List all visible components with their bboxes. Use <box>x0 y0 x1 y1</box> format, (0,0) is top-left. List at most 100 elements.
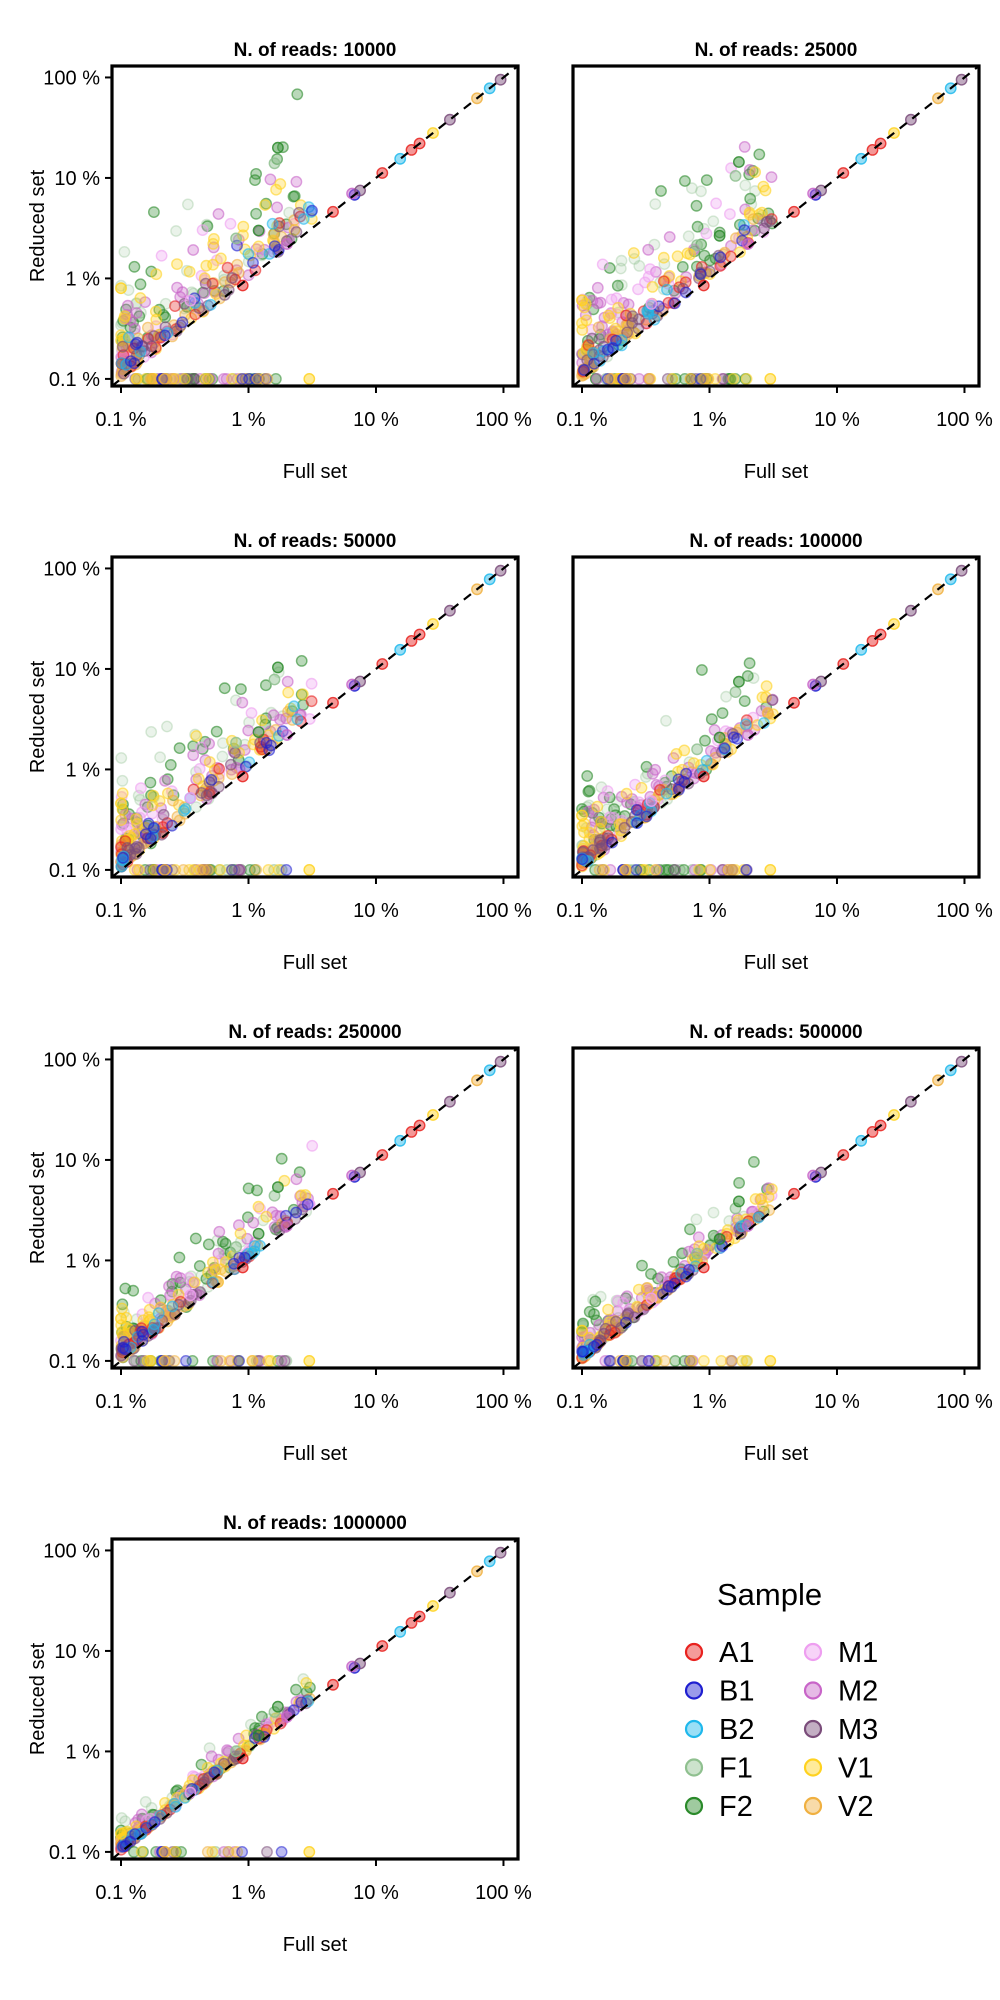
x-tick-label: 100 % <box>936 409 993 431</box>
point-V1 <box>760 680 773 692</box>
y-tick-label: 1 % <box>66 1250 101 1272</box>
point-B2 <box>177 804 190 817</box>
point-B1 <box>578 363 590 376</box>
point-B1 <box>603 1355 616 1367</box>
legend-label: V1 <box>838 1753 873 1785</box>
point-F1 <box>682 230 695 243</box>
point-F1 <box>181 198 194 211</box>
point-F2 <box>271 661 284 674</box>
point-V1 <box>188 864 201 876</box>
point-V1 <box>115 797 127 810</box>
point-B1 <box>247 256 259 269</box>
panel-1: N. of reads: 10000 0.1 % 0.1 % 1 % 1 % 10 % 10… <box>27 40 532 483</box>
legend-item-M2: M2 <box>803 1676 878 1708</box>
legend-item-V2: V2 <box>803 1791 873 1823</box>
point-M3 <box>618 821 631 834</box>
point-B2 <box>266 217 279 230</box>
point-M2 <box>290 1173 303 1186</box>
point-B1 <box>738 224 751 237</box>
point-V2 <box>250 864 263 876</box>
point-F2 <box>589 1295 602 1308</box>
panel-4: N. of reads: 100000 0.1 % 1 % 10 % 100 % Full… <box>556 531 993 974</box>
legend-item-V1: V1 <box>803 1753 873 1785</box>
point-M3 <box>229 747 241 759</box>
point-F2 <box>293 1166 306 1179</box>
point-V1 <box>627 247 640 259</box>
point-V2 <box>763 1204 775 1217</box>
x-axis-label: Full set <box>283 1443 348 1465</box>
point-F2 <box>271 1700 284 1713</box>
point-M1 <box>632 283 644 296</box>
point-M1 <box>184 1289 197 1302</box>
point-F1 <box>690 1213 703 1226</box>
point-V1 <box>760 691 772 704</box>
point-F2 <box>743 657 756 670</box>
point-F1 <box>230 736 243 749</box>
point-V2 <box>251 372 264 385</box>
panel-2: N. of reads: 25000 0.1 % 1 % 10 % 100 % Full … <box>556 40 993 483</box>
point-B1 <box>630 804 643 816</box>
reference-line <box>111 1538 519 1860</box>
point-V1 <box>715 1355 728 1367</box>
point-V1 <box>260 1210 273 1223</box>
point-M3 <box>188 372 201 385</box>
point-F2 <box>202 1238 215 1251</box>
point-V1 <box>736 1355 749 1367</box>
point-V1 <box>685 1355 698 1367</box>
legend-item-F1: F1 <box>684 1753 753 1785</box>
point-F2 <box>748 1156 760 1168</box>
point-M3 <box>145 340 158 353</box>
point-F2 <box>195 1758 208 1771</box>
point-B2 <box>660 787 673 800</box>
point-V2 <box>141 321 154 334</box>
point-V2 <box>198 864 211 876</box>
point-B1 <box>577 1345 590 1358</box>
point-M3 <box>760 215 773 228</box>
legend-swatch <box>803 1758 823 1777</box>
x-axis-label: Full set <box>744 1443 809 1465</box>
point-V2 <box>658 1355 671 1367</box>
point-F1 <box>139 1796 152 1808</box>
point-M1 <box>585 323 598 336</box>
point-F2 <box>603 791 616 804</box>
point-A1 <box>724 250 737 263</box>
point-V1 <box>128 864 141 876</box>
point-B1 <box>718 742 731 755</box>
point-V1 <box>200 259 213 272</box>
point-V1 <box>149 305 162 318</box>
x-tick-label: 0.1 % <box>95 1391 146 1413</box>
panel-title: N. of reads: 1000000 <box>223 1513 407 1534</box>
point-F1 <box>145 726 158 738</box>
panel-title: N. of reads: 25000 <box>695 40 858 61</box>
point-B2 <box>288 700 300 713</box>
reference-line <box>111 556 519 878</box>
point-B1 <box>576 853 589 866</box>
point-V2 <box>619 372 632 385</box>
point-F1 <box>268 673 281 686</box>
legend-label: M1 <box>838 1637 878 1669</box>
point-F1 <box>649 198 662 211</box>
legend-label: F2 <box>719 1791 753 1823</box>
point-F2 <box>669 372 682 385</box>
point-V1 <box>223 1355 236 1367</box>
point-V2 <box>167 794 179 807</box>
x-tick-label: 10 % <box>353 409 399 431</box>
point-V2 <box>145 372 158 385</box>
reference-line <box>111 65 519 387</box>
point-M2 <box>121 299 134 312</box>
point-M1 <box>645 1292 658 1305</box>
point-M3 <box>116 340 129 353</box>
panel-5: N. of reads: 250000 0.1 % 0.1 % 1 % 1 % 10 % 1… <box>27 1022 532 1465</box>
legend-swatch <box>684 1642 704 1662</box>
y-tick-label: 100 % <box>43 67 100 89</box>
x-tick-label: 100 % <box>475 409 532 431</box>
point-V2 <box>177 864 190 876</box>
point-M2 <box>290 175 303 188</box>
legend-label: A1 <box>719 1637 754 1669</box>
point-B1 <box>233 1251 246 1264</box>
point-F2 <box>150 1846 163 1858</box>
point-V2 <box>747 213 760 226</box>
point-F1 <box>230 232 243 245</box>
point-M2 <box>211 1355 224 1367</box>
point-B1 <box>243 372 255 385</box>
